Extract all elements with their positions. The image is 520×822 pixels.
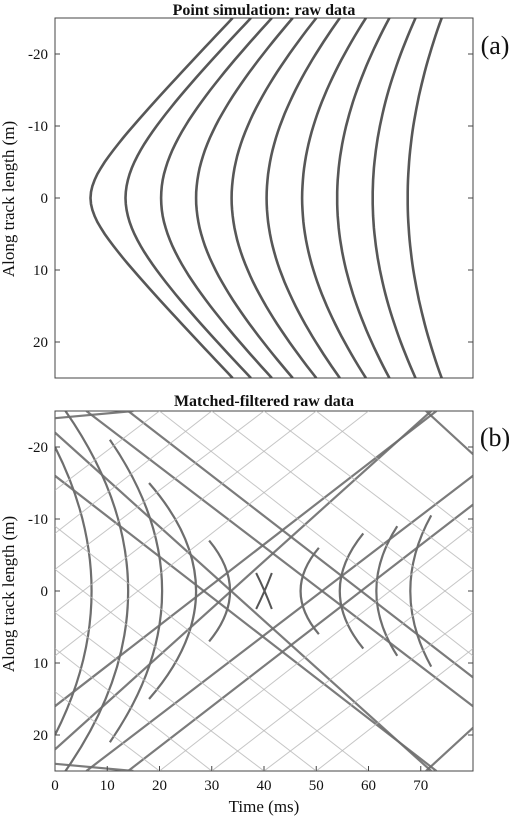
series-curve-35	[55, 411, 265, 570]
series-curve-23	[159, 525, 473, 771]
x-tick-label: 70	[413, 778, 428, 794]
series-curve-37	[55, 411, 213, 534]
curve-group	[89, 18, 443, 378]
series-curve-20	[425, 411, 473, 456]
y-tick-label: 0	[41, 191, 49, 207]
series-curve-22	[159, 411, 473, 657]
series-curve-29	[315, 648, 473, 771]
series-curve-7	[338, 532, 365, 650]
y-tick-label: 20	[33, 728, 48, 744]
series-curve-34	[55, 612, 265, 771]
series-curve-1	[64, 411, 130, 771]
panel-a: Point simulation: raw data (a) Along tra…	[0, 2, 510, 379]
panel-label: (a)	[481, 31, 510, 60]
series-curve-27	[263, 612, 473, 771]
series-curve-33	[55, 411, 317, 613]
series-curve-5	[265, 18, 341, 378]
series-curve-16	[85, 474, 473, 771]
curve-group	[55, 411, 473, 771]
series-curve-32	[55, 569, 317, 771]
y-tick-group: -20 -10 0 10 20	[28, 47, 473, 351]
series-curve-0	[55, 446, 93, 736]
panel-label: (b)	[480, 423, 510, 452]
series-curve-2	[108, 439, 164, 743]
series-curve-31	[55, 411, 369, 657]
x-tick-label: 50	[309, 778, 324, 794]
x-tick-label: 10	[100, 778, 115, 794]
x-tick-label: 20	[152, 778, 167, 794]
series-curve-13	[55, 411, 432, 751]
x-tick-label: 40	[257, 778, 272, 794]
series-curve-3	[194, 18, 294, 378]
series-curve-24	[211, 411, 473, 613]
series-curve-0	[89, 18, 234, 378]
series-curve-11	[55, 411, 438, 708]
y-tick-label: 10	[33, 656, 48, 672]
series-curve-9	[409, 514, 433, 668]
series-curve-17	[85, 411, 473, 708]
series-curve-19	[127, 503, 473, 771]
y-tick-label: -10	[28, 119, 48, 135]
series-curve-15	[55, 762, 134, 771]
x-axis-label: Time (ms)	[229, 797, 300, 816]
series-curve-1	[124, 18, 252, 378]
y-tick-label: -20	[28, 47, 48, 63]
series-curve-4	[230, 18, 318, 378]
series-curve-2	[159, 18, 273, 378]
x-tick-label: 60	[361, 778, 376, 794]
x-tick-label: 30	[204, 778, 219, 794]
series-curve-5	[255, 572, 273, 610]
series-curve-12	[55, 431, 432, 771]
series-curve-26	[263, 411, 473, 570]
series-curve-14	[55, 411, 134, 420]
series-curve-4	[208, 539, 231, 643]
x-tick-group: 0 10 20 30 40 50 60 70	[51, 766, 428, 794]
y-axis-label: Along track length (m)	[0, 516, 18, 672]
series-curve-25	[211, 569, 473, 771]
y-tick-label: 20	[33, 335, 48, 351]
series-curve-38	[55, 691, 160, 771]
series-curve-7	[335, 18, 391, 378]
plot-area-frame	[54, 17, 474, 379]
y-tick-label: 10	[33, 263, 48, 279]
chart-title: Point simulation: raw data	[173, 2, 356, 19]
y-tick-label: -10	[28, 512, 48, 528]
y-tick-group: -20 -10 0 10 20	[28, 440, 473, 744]
series-curve-39	[55, 411, 160, 491]
series-curve-6	[300, 18, 367, 378]
series-curve-18	[127, 411, 473, 679]
series-curve-10	[55, 474, 438, 771]
series-curve-36	[55, 648, 213, 771]
series-curve-3	[148, 482, 198, 700]
series-curve-6	[299, 547, 320, 635]
series-curve-8	[371, 18, 417, 378]
series-curve-30	[55, 525, 369, 771]
panel-b: Matched-filtered raw data (b) Along trac…	[0, 393, 510, 816]
y-tick-label: 0	[41, 584, 49, 600]
series-curve-21	[425, 726, 473, 771]
x-tick-label: 0	[51, 778, 59, 794]
chart-title: Matched-filtered raw data	[174, 393, 354, 410]
y-tick-label: -20	[28, 440, 48, 456]
y-axis-label: Along track length (m)	[0, 121, 18, 277]
series-curve-28	[315, 411, 473, 534]
series-curve-9	[406, 18, 443, 378]
